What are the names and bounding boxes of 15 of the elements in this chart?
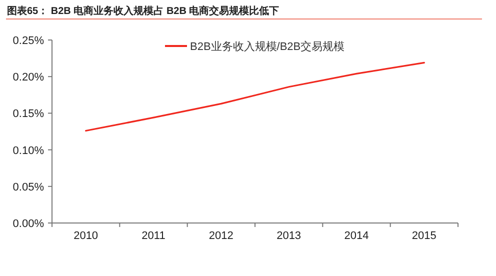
x-tick-label: 2014 [344, 230, 369, 242]
y-tick-label: 0.10% [12, 144, 44, 157]
x-tick-label: 2012 [208, 230, 234, 242]
y-tick-label: 0.20% [12, 72, 44, 84]
x-tick-label: 2010 [74, 230, 98, 242]
x-tick-label: 2011 [142, 230, 166, 242]
x-tick-label: 2013 [276, 230, 302, 242]
y-tick-label: 0.25% [12, 35, 44, 47]
x-tick-label: 2015 [412, 230, 436, 242]
legend: B2B业务收入规模/B2B交易规模 [165, 41, 345, 53]
y-tick-label: 0.05% [12, 181, 44, 194]
legend-label: B2B业务收入规模/B2B交易规模 [190, 40, 345, 53]
y-tick-label: 0.15% [12, 108, 44, 120]
title: 图表65： B2B 电商业务收入规模占 B2B 电商交易规模比低下 [7, 6, 280, 17]
y-tick-label: 0.00% [12, 218, 44, 230]
